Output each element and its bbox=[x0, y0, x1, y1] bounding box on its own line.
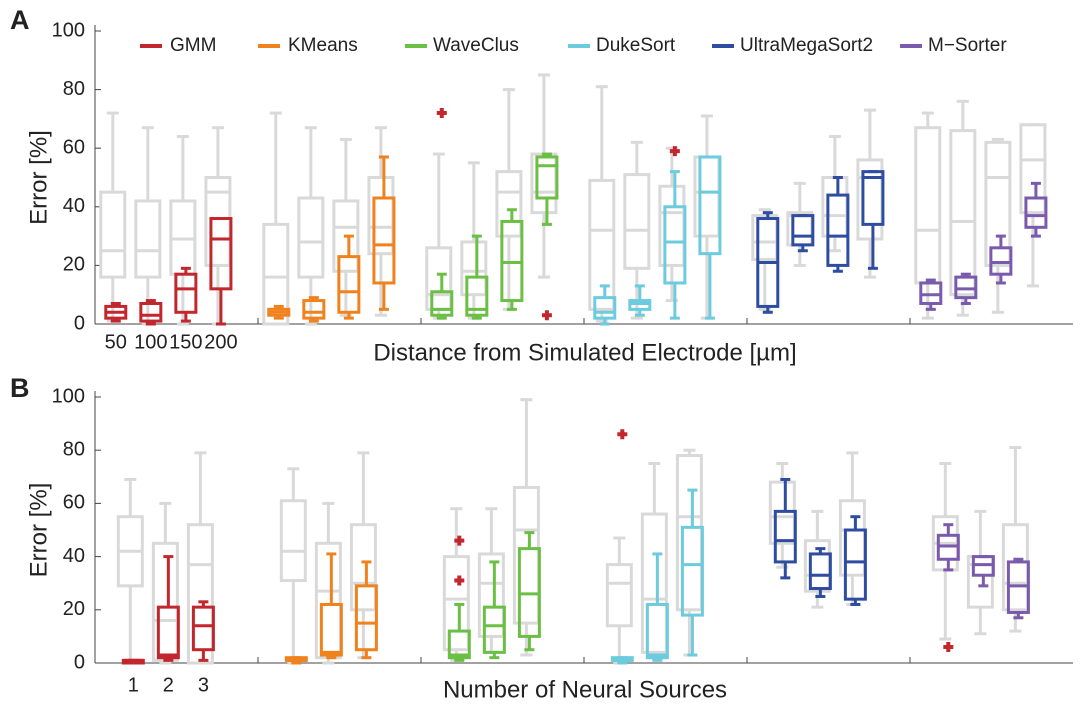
box bbox=[698, 155, 722, 256]
box bbox=[605, 563, 633, 628]
outlier bbox=[541, 310, 552, 321]
outlier bbox=[943, 642, 954, 653]
box bbox=[482, 605, 506, 654]
y-tick-label: 0 bbox=[74, 312, 85, 334]
box bbox=[495, 170, 523, 238]
y-axis-title: Error [%] bbox=[25, 483, 52, 578]
box bbox=[843, 528, 867, 601]
outlier bbox=[436, 108, 447, 119]
box bbox=[297, 196, 325, 279]
x-tick-label: 3 bbox=[198, 674, 209, 696]
box bbox=[949, 129, 977, 297]
box bbox=[174, 272, 198, 314]
box bbox=[773, 509, 797, 564]
box bbox=[191, 605, 215, 652]
y-tick-label: 80 bbox=[63, 78, 85, 100]
box bbox=[663, 205, 687, 285]
legend-label: WaveClus bbox=[433, 35, 519, 56]
box bbox=[139, 301, 163, 323]
x-tick-label: 100 bbox=[134, 331, 167, 353]
x-tick-label: 2 bbox=[163, 674, 174, 696]
box bbox=[861, 170, 885, 226]
y-tick-label: 100 bbox=[52, 385, 85, 407]
box bbox=[808, 552, 832, 591]
x-axis-title: Distance from Simulated Electrode [µm] bbox=[373, 339, 796, 366]
y-tick-label: 0 bbox=[74, 651, 85, 673]
legend-label: M−Sorter bbox=[928, 35, 1007, 56]
x-tick-label: 200 bbox=[204, 331, 237, 353]
y-tick-label: 40 bbox=[63, 195, 85, 217]
box bbox=[262, 222, 290, 326]
y-tick-label: 100 bbox=[52, 19, 85, 41]
x-tick-label: 1 bbox=[128, 674, 139, 696]
y-tick-label: 80 bbox=[63, 438, 85, 460]
box bbox=[984, 140, 1012, 267]
box bbox=[1024, 196, 1048, 229]
y-tick-label: 20 bbox=[63, 254, 85, 276]
legend-label: UltraMegaSort2 bbox=[740, 35, 873, 56]
panel-label: B bbox=[10, 373, 30, 403]
box bbox=[302, 299, 326, 320]
box bbox=[447, 629, 471, 660]
box bbox=[337, 255, 361, 314]
box bbox=[914, 126, 942, 285]
y-tick-label: 20 bbox=[63, 598, 85, 620]
legend-label: GMM bbox=[170, 35, 216, 56]
x-tick-label: 150 bbox=[169, 331, 202, 353]
box bbox=[460, 240, 488, 297]
x-tick-label: 50 bbox=[105, 331, 127, 353]
box bbox=[156, 605, 180, 660]
y-tick-label: 60 bbox=[63, 136, 85, 158]
box bbox=[332, 199, 360, 273]
panel-label: A bbox=[10, 5, 30, 35]
box bbox=[354, 584, 378, 652]
box bbox=[623, 173, 651, 270]
y-tick-label: 40 bbox=[63, 545, 85, 567]
y-tick-label: 60 bbox=[63, 492, 85, 514]
outlier bbox=[454, 535, 465, 546]
box bbox=[209, 217, 233, 291]
box bbox=[477, 552, 505, 638]
outlier bbox=[617, 429, 628, 440]
box bbox=[430, 290, 454, 317]
legend-label: KMeans bbox=[288, 35, 358, 56]
legend-label: DukeSort bbox=[596, 35, 676, 56]
box bbox=[791, 214, 815, 247]
box bbox=[640, 512, 668, 654]
outlier bbox=[454, 575, 465, 586]
box bbox=[442, 555, 470, 652]
box bbox=[680, 525, 704, 617]
box bbox=[535, 155, 559, 200]
box bbox=[134, 199, 162, 279]
outlier bbox=[669, 146, 680, 157]
box bbox=[826, 193, 850, 267]
box bbox=[465, 275, 489, 317]
y-axis-title: Error [%] bbox=[25, 130, 52, 225]
box bbox=[99, 190, 127, 279]
box bbox=[1019, 123, 1047, 215]
box bbox=[319, 602, 343, 657]
box bbox=[372, 196, 396, 285]
box bbox=[645, 602, 669, 660]
box bbox=[349, 523, 377, 612]
x-axis-title: Number of Neural Sources bbox=[443, 676, 727, 703]
box bbox=[186, 523, 214, 665]
box bbox=[279, 499, 307, 583]
box bbox=[593, 296, 617, 320]
box bbox=[588, 178, 616, 311]
